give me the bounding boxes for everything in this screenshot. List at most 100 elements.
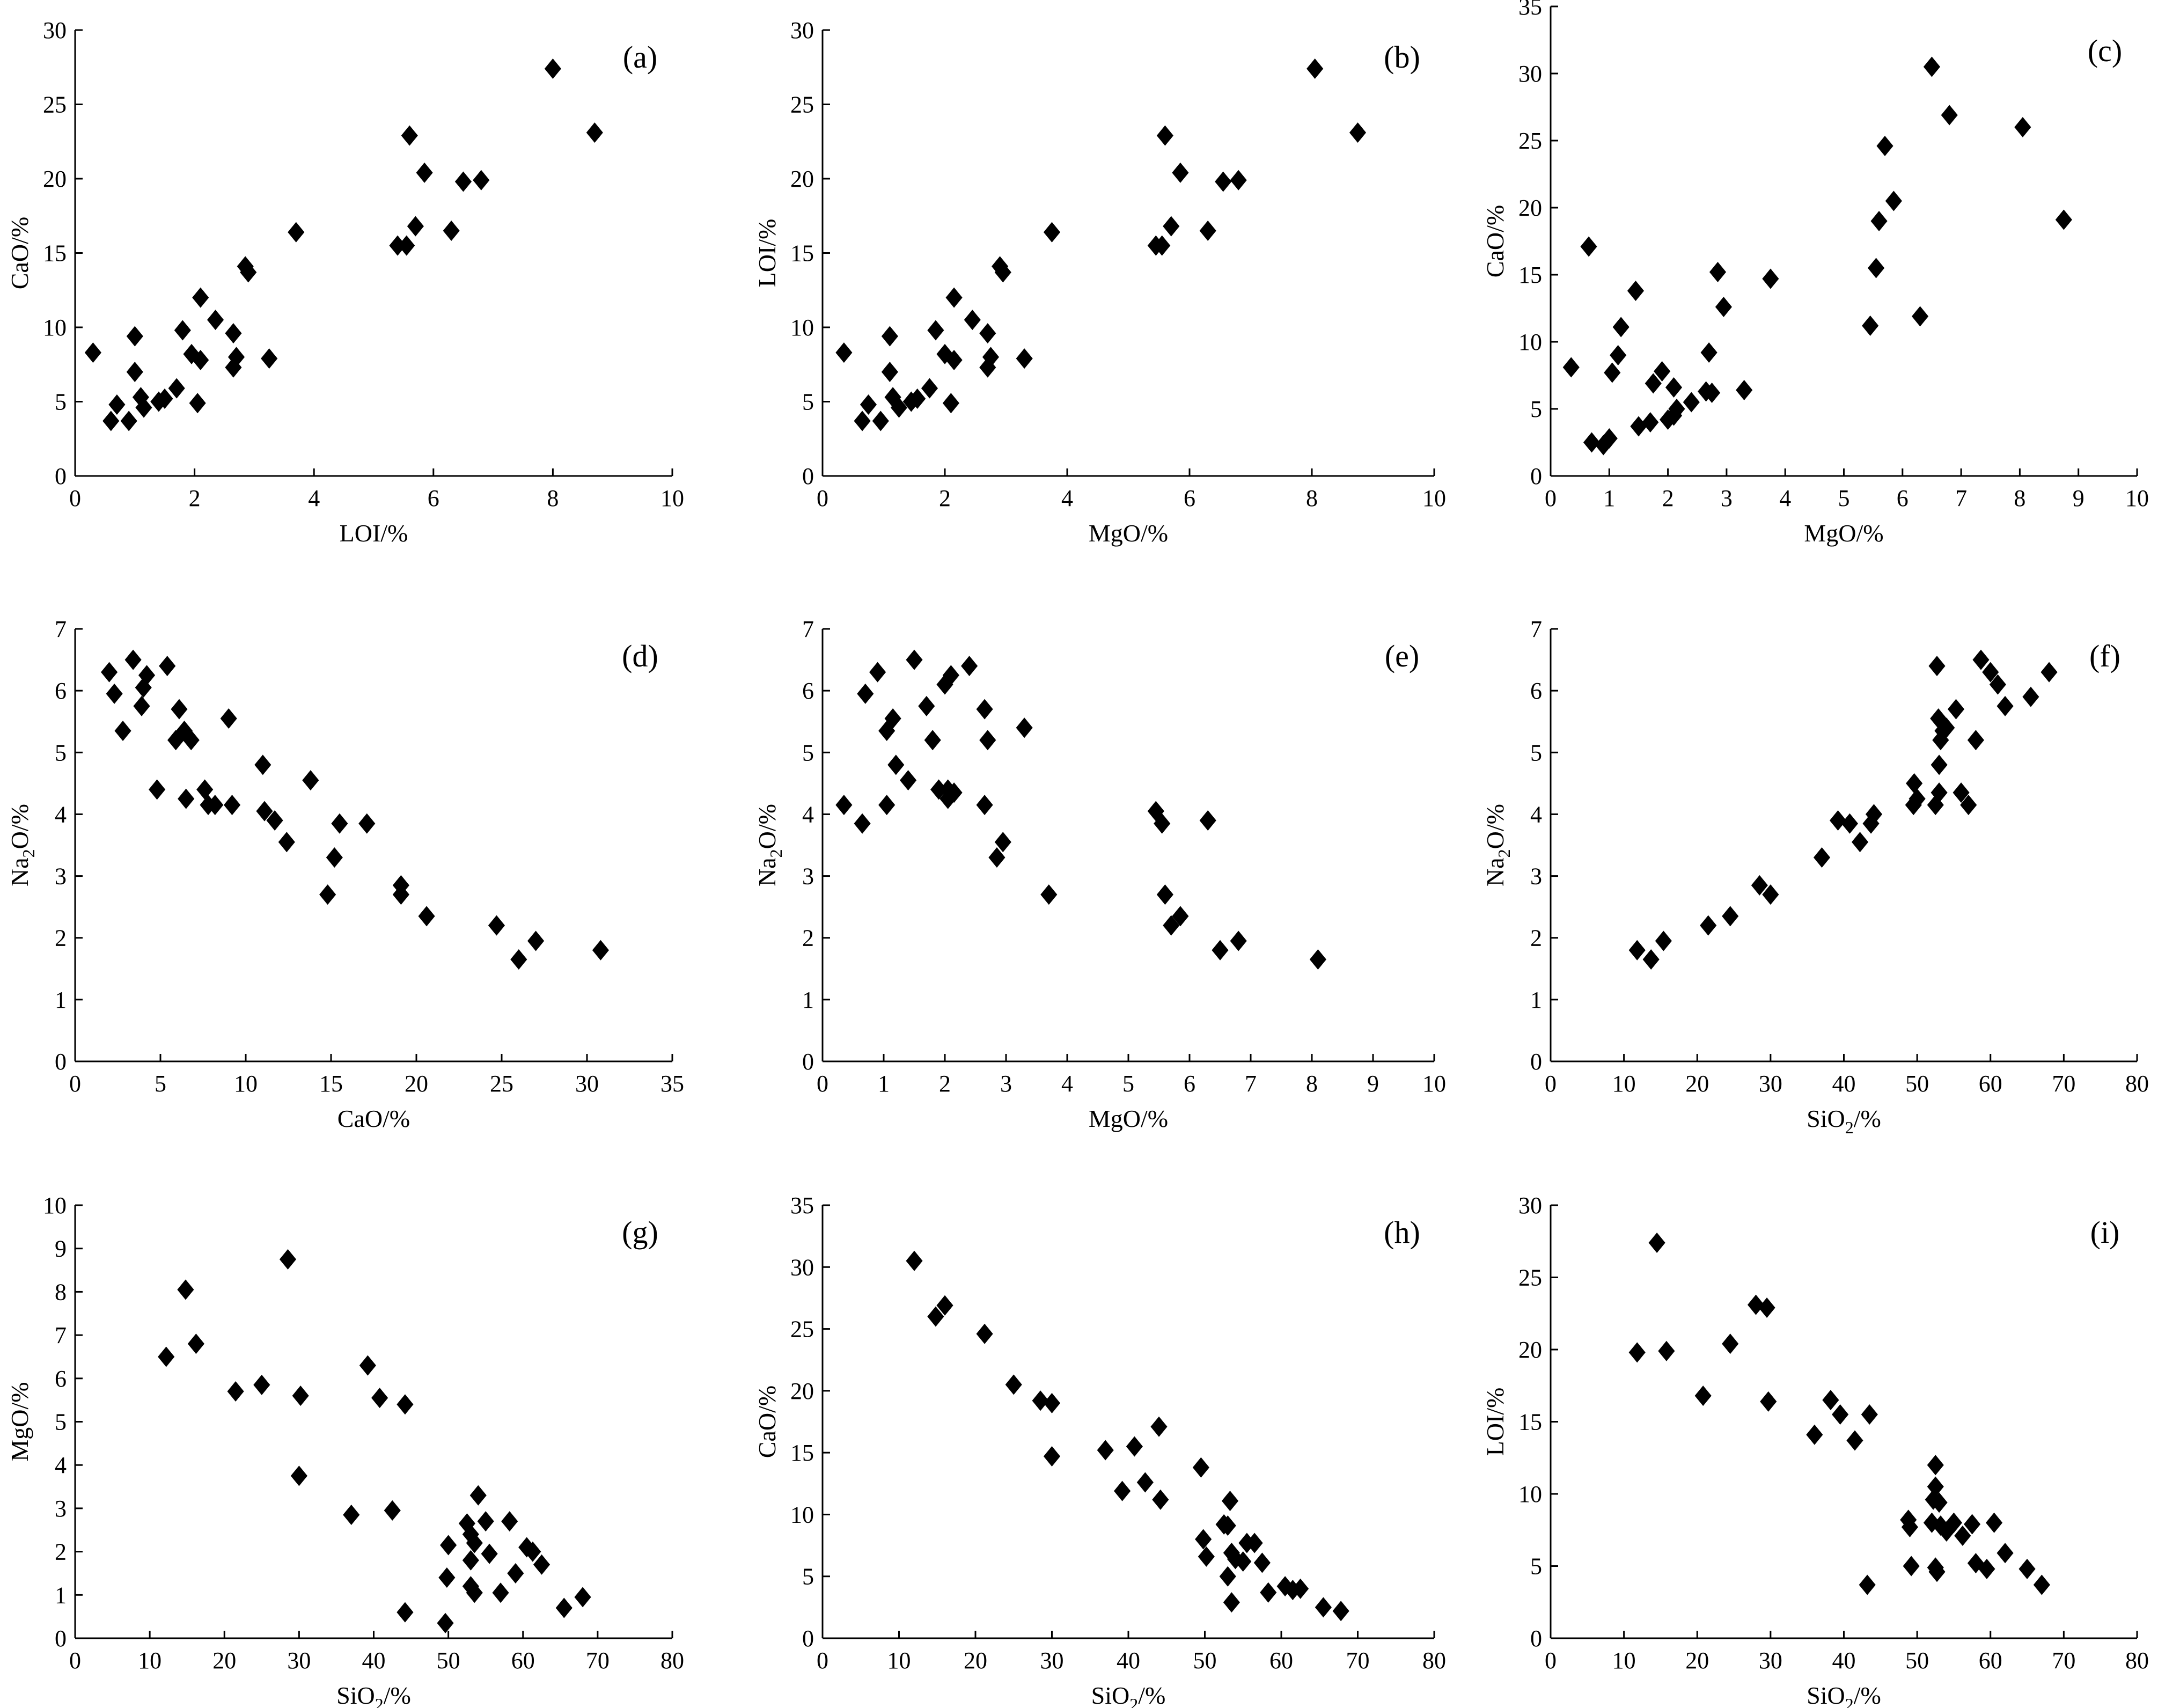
data-point xyxy=(1156,884,1173,905)
data-point xyxy=(982,347,1000,368)
data-point xyxy=(1192,1457,1209,1478)
y-axis-label: CaO/% xyxy=(1481,205,1509,277)
data-point xyxy=(135,397,152,418)
x-tick-label: 7 xyxy=(1245,1071,1257,1097)
data-point xyxy=(988,847,1005,868)
x-tick-label: 25 xyxy=(490,1071,513,1097)
data-point xyxy=(592,940,610,961)
data-point xyxy=(149,779,166,800)
data-point xyxy=(326,847,343,868)
x-tick-label: 10 xyxy=(2125,485,2149,511)
y-tick-label: 1 xyxy=(55,987,67,1013)
data-point xyxy=(510,949,527,970)
data-point xyxy=(458,1513,475,1534)
data-point xyxy=(1762,884,1779,905)
data-point xyxy=(1928,656,1946,677)
data-point xyxy=(1630,416,1647,437)
data-point xyxy=(462,1550,479,1571)
data-point xyxy=(1562,357,1580,378)
y-axis-label: Na2​O/% xyxy=(753,804,786,886)
data-point xyxy=(1612,317,1629,338)
data-point xyxy=(418,906,435,927)
y-tick-label: 20 xyxy=(790,1378,814,1404)
data-point xyxy=(469,1485,487,1506)
data-point xyxy=(961,656,978,677)
data-point xyxy=(1912,306,1929,327)
data-point xyxy=(906,1250,923,1271)
data-point xyxy=(481,1543,498,1564)
x-axis-label: SiO2​/% xyxy=(1807,1682,1881,1708)
data-point xyxy=(854,410,871,431)
data-point xyxy=(343,1505,360,1526)
data-point xyxy=(1978,1558,1995,1579)
data-point xyxy=(1945,1512,1963,1533)
data-point xyxy=(171,699,188,720)
data-point xyxy=(906,649,923,670)
y-axis-label: LOI/% xyxy=(753,219,781,288)
x-tick-label: 30 xyxy=(575,1071,599,1097)
x-tick-label: 80 xyxy=(2125,1647,2149,1674)
x-tick-label: 60 xyxy=(511,1647,535,1674)
data-point xyxy=(398,235,415,256)
x-tick-label: 80 xyxy=(660,1647,684,1674)
x-tick-label: 2 xyxy=(939,485,951,511)
data-point xyxy=(1230,930,1247,951)
panel-label: (e) xyxy=(1385,639,1419,673)
data-point xyxy=(397,1602,414,1623)
y-tick-label: 25 xyxy=(1518,128,1542,154)
data-point xyxy=(1862,316,1879,336)
y-tick-label: 30 xyxy=(43,17,67,43)
data-point xyxy=(1700,342,1717,363)
scatter-panel-h: 0 10 20 30 40 50 60 70 80 0 5 10 15 20 25 30 35 SiO2​/% Ca… xyxy=(753,1192,1446,1708)
data-point xyxy=(936,674,953,695)
data-point xyxy=(1967,730,1985,751)
x-tick-label: 3 xyxy=(1000,1071,1012,1097)
data-point xyxy=(1199,220,1216,241)
panel-label: (c) xyxy=(2088,33,2122,68)
data-point xyxy=(501,1511,518,1532)
data-point xyxy=(1762,268,1779,289)
x-tick-label: 5 xyxy=(1122,1071,1134,1097)
data-point xyxy=(189,393,206,414)
data-point xyxy=(440,1535,457,1556)
y-tick-label: 5 xyxy=(55,1409,67,1435)
x-tick-label: 10 xyxy=(234,1071,258,1097)
data-point xyxy=(1709,262,1727,282)
data-point xyxy=(126,362,143,383)
data-point xyxy=(1642,412,1659,433)
data-point xyxy=(84,342,101,363)
x-tick-label: 2 xyxy=(939,1071,951,1097)
data-point xyxy=(2022,686,2039,707)
y-tick-label: 7 xyxy=(1530,616,1542,642)
x-tick-label: 0 xyxy=(817,1071,828,1097)
data-point xyxy=(407,216,424,237)
y-tick-label: 7 xyxy=(55,1322,67,1348)
data-point xyxy=(1154,813,1171,834)
x-tick-label: 10 xyxy=(1612,1071,1636,1097)
data-point xyxy=(1931,754,1948,775)
data-point xyxy=(1114,1480,1131,1501)
data-point xyxy=(1960,795,1977,816)
x-tick-label: 70 xyxy=(1346,1647,1370,1674)
x-tick-label: 6 xyxy=(1897,485,1909,511)
data-point xyxy=(1627,281,1645,301)
x-tick-label: 15 xyxy=(319,1071,343,1097)
data-point xyxy=(1954,1526,1971,1546)
data-point xyxy=(524,1541,541,1562)
y-tick-label: 9 xyxy=(55,1236,67,1262)
panel-label: (f) xyxy=(2089,639,2120,673)
y-tick-label: 30 xyxy=(1518,61,1542,87)
x-tick-label: 60 xyxy=(1979,1647,2002,1674)
y-tick-label: 3 xyxy=(55,1496,67,1522)
data-point xyxy=(384,1500,401,1521)
data-point xyxy=(102,410,120,431)
data-point xyxy=(872,410,889,431)
data-point xyxy=(1947,699,1965,720)
data-point xyxy=(279,1249,297,1270)
x-tick-label: 30 xyxy=(1759,1071,1782,1097)
y-tick-label: 25 xyxy=(790,1316,814,1343)
data-point xyxy=(1941,105,1958,126)
data-point xyxy=(477,1511,494,1532)
data-point xyxy=(927,1306,944,1327)
x-axis-label: MgO/% xyxy=(1804,519,1883,547)
